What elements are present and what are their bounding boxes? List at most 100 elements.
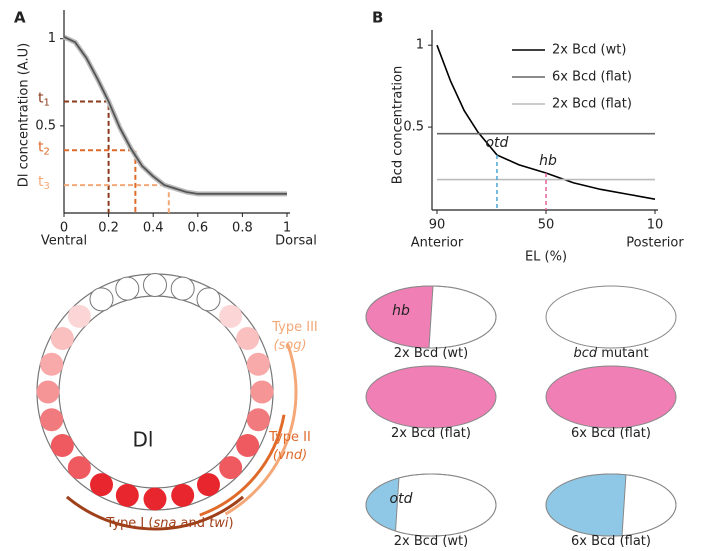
panel-label: B — [372, 9, 383, 27]
x-axis-label: EL (%) — [525, 250, 567, 265]
domain-gene-part: (vnd) — [273, 448, 307, 463]
cell — [115, 483, 139, 507]
domain-gene-part: (sog) — [273, 338, 306, 353]
cell — [50, 327, 74, 350]
threshold-label-sub: 3 — [44, 181, 50, 192]
cell — [197, 473, 220, 497]
domain-label-part: and — [176, 516, 209, 531]
domain-gene: (vnd) — [273, 448, 307, 463]
threshold-line — [64, 100, 110, 213]
embryo-caption: 2x Bcd (flat) — [391, 426, 471, 441]
embryo-caption: 6x Bcd (flat) — [571, 534, 651, 549]
threshold-label-part: t — [38, 174, 44, 190]
cell — [50, 434, 74, 457]
embryo-outline — [545, 473, 677, 537]
panel-label: A — [14, 9, 26, 27]
y-tick-label: 0.5 — [35, 118, 56, 133]
embryo-caption: 2x Bcd (wt) — [394, 346, 468, 361]
cell — [90, 473, 113, 497]
threshold-label-sub: 1 — [44, 97, 50, 108]
x-end-label: Dorsal — [275, 234, 317, 249]
threshold-label: t3 — [38, 174, 50, 192]
cell — [115, 276, 140, 301]
expression-domain — [546, 474, 627, 536]
annotation-label: hb — [539, 153, 557, 169]
cell — [196, 287, 221, 312]
domain-arc — [199, 414, 286, 517]
cell — [170, 276, 195, 301]
y-axis-label: Bcd concentration — [391, 66, 406, 185]
embryo-outline — [365, 285, 497, 349]
embryo-inner — [58, 295, 252, 489]
cell — [67, 304, 91, 328]
embryo-caption-part: bcd — [573, 346, 597, 361]
domain-label-part: Type III — [271, 320, 318, 335]
embryo-caption: 6x Bcd (flat) — [571, 426, 651, 441]
threshold-label: t1 — [38, 90, 50, 108]
embryo-outline — [365, 473, 497, 537]
threshold-line — [64, 149, 137, 213]
annotation-label: otd — [485, 135, 508, 151]
embryo-caption-part: 6x Bcd (flat) — [571, 534, 651, 549]
cell — [236, 434, 260, 457]
embryo-label: otd — [390, 491, 413, 507]
x-tick-label: 1 — [283, 221, 291, 236]
x-start-label: Anterior — [411, 236, 464, 251]
domain-label-part: twi — [209, 516, 229, 531]
domain-label: Type I (sna and twi) — [105, 516, 233, 531]
domain-gene: (sog) — [273, 338, 306, 353]
y-tick-label: 0.5 — [403, 120, 424, 135]
domain-label-part: Type I ( — [105, 516, 153, 531]
threshold-label: t2 — [38, 139, 50, 157]
y-tick-label: 1 — [416, 38, 424, 53]
cell — [40, 352, 64, 376]
x-tick-label: 90 — [429, 218, 446, 233]
embryo — [365, 365, 497, 429]
domain-label: Type III — [271, 320, 318, 335]
cell — [246, 408, 270, 432]
x-end-label: Posterior — [626, 236, 684, 251]
y-tick-label: 1 — [48, 31, 56, 46]
embryo-caption-part: mutant — [597, 346, 648, 361]
line — [436, 44, 656, 200]
line — [63, 36, 287, 195]
legend-label: 2x Bcd (wt) — [552, 43, 626, 58]
legend-label: 2x Bcd (flat) — [552, 97, 632, 112]
x-tick-label: 0 — [60, 221, 68, 236]
threshold-label-part: t — [38, 139, 44, 155]
embryo-caption-part: 2x Bcd (wt) — [394, 534, 468, 549]
cell — [236, 327, 260, 350]
embryo — [545, 285, 677, 349]
embryo-caption-part: 6x Bcd (flat) — [571, 426, 651, 441]
cell — [219, 304, 243, 328]
dl-label: Dl — [133, 428, 154, 452]
cell — [40, 408, 64, 432]
cell — [219, 456, 243, 480]
threshold-line — [64, 184, 170, 213]
curve-halo — [62, 34, 287, 197]
x-start-label: Ventral — [41, 234, 87, 249]
embryo-caption: bcd mutant — [573, 346, 648, 361]
domain-label-part: sna — [153, 516, 176, 531]
x-tick-label: 10 — [647, 218, 664, 233]
embryo-caption: 2x Bcd (wt) — [394, 534, 468, 549]
embryo-label: hb — [392, 303, 410, 319]
domain-label-part: ) — [229, 516, 234, 531]
x-tick-label: 0.6 — [187, 221, 208, 236]
cell — [89, 287, 114, 312]
cell — [250, 380, 274, 404]
embryo-caption-part: 2x Bcd (wt) — [394, 346, 468, 361]
cell — [171, 483, 195, 507]
cell — [36, 380, 60, 404]
domain-label-part: Type II — [268, 430, 311, 445]
x-tick-label: 50 — [538, 218, 555, 233]
x-tick-label: 0.4 — [143, 221, 164, 236]
threshold-label-part: t — [38, 90, 44, 106]
legend-label: 6x Bcd (flat) — [552, 70, 632, 85]
y-axis-label: Dl concentration (A.U) — [17, 43, 32, 187]
embryo — [545, 365, 677, 429]
cell — [143, 487, 167, 511]
expression-domain — [366, 286, 434, 348]
cell — [246, 352, 270, 376]
